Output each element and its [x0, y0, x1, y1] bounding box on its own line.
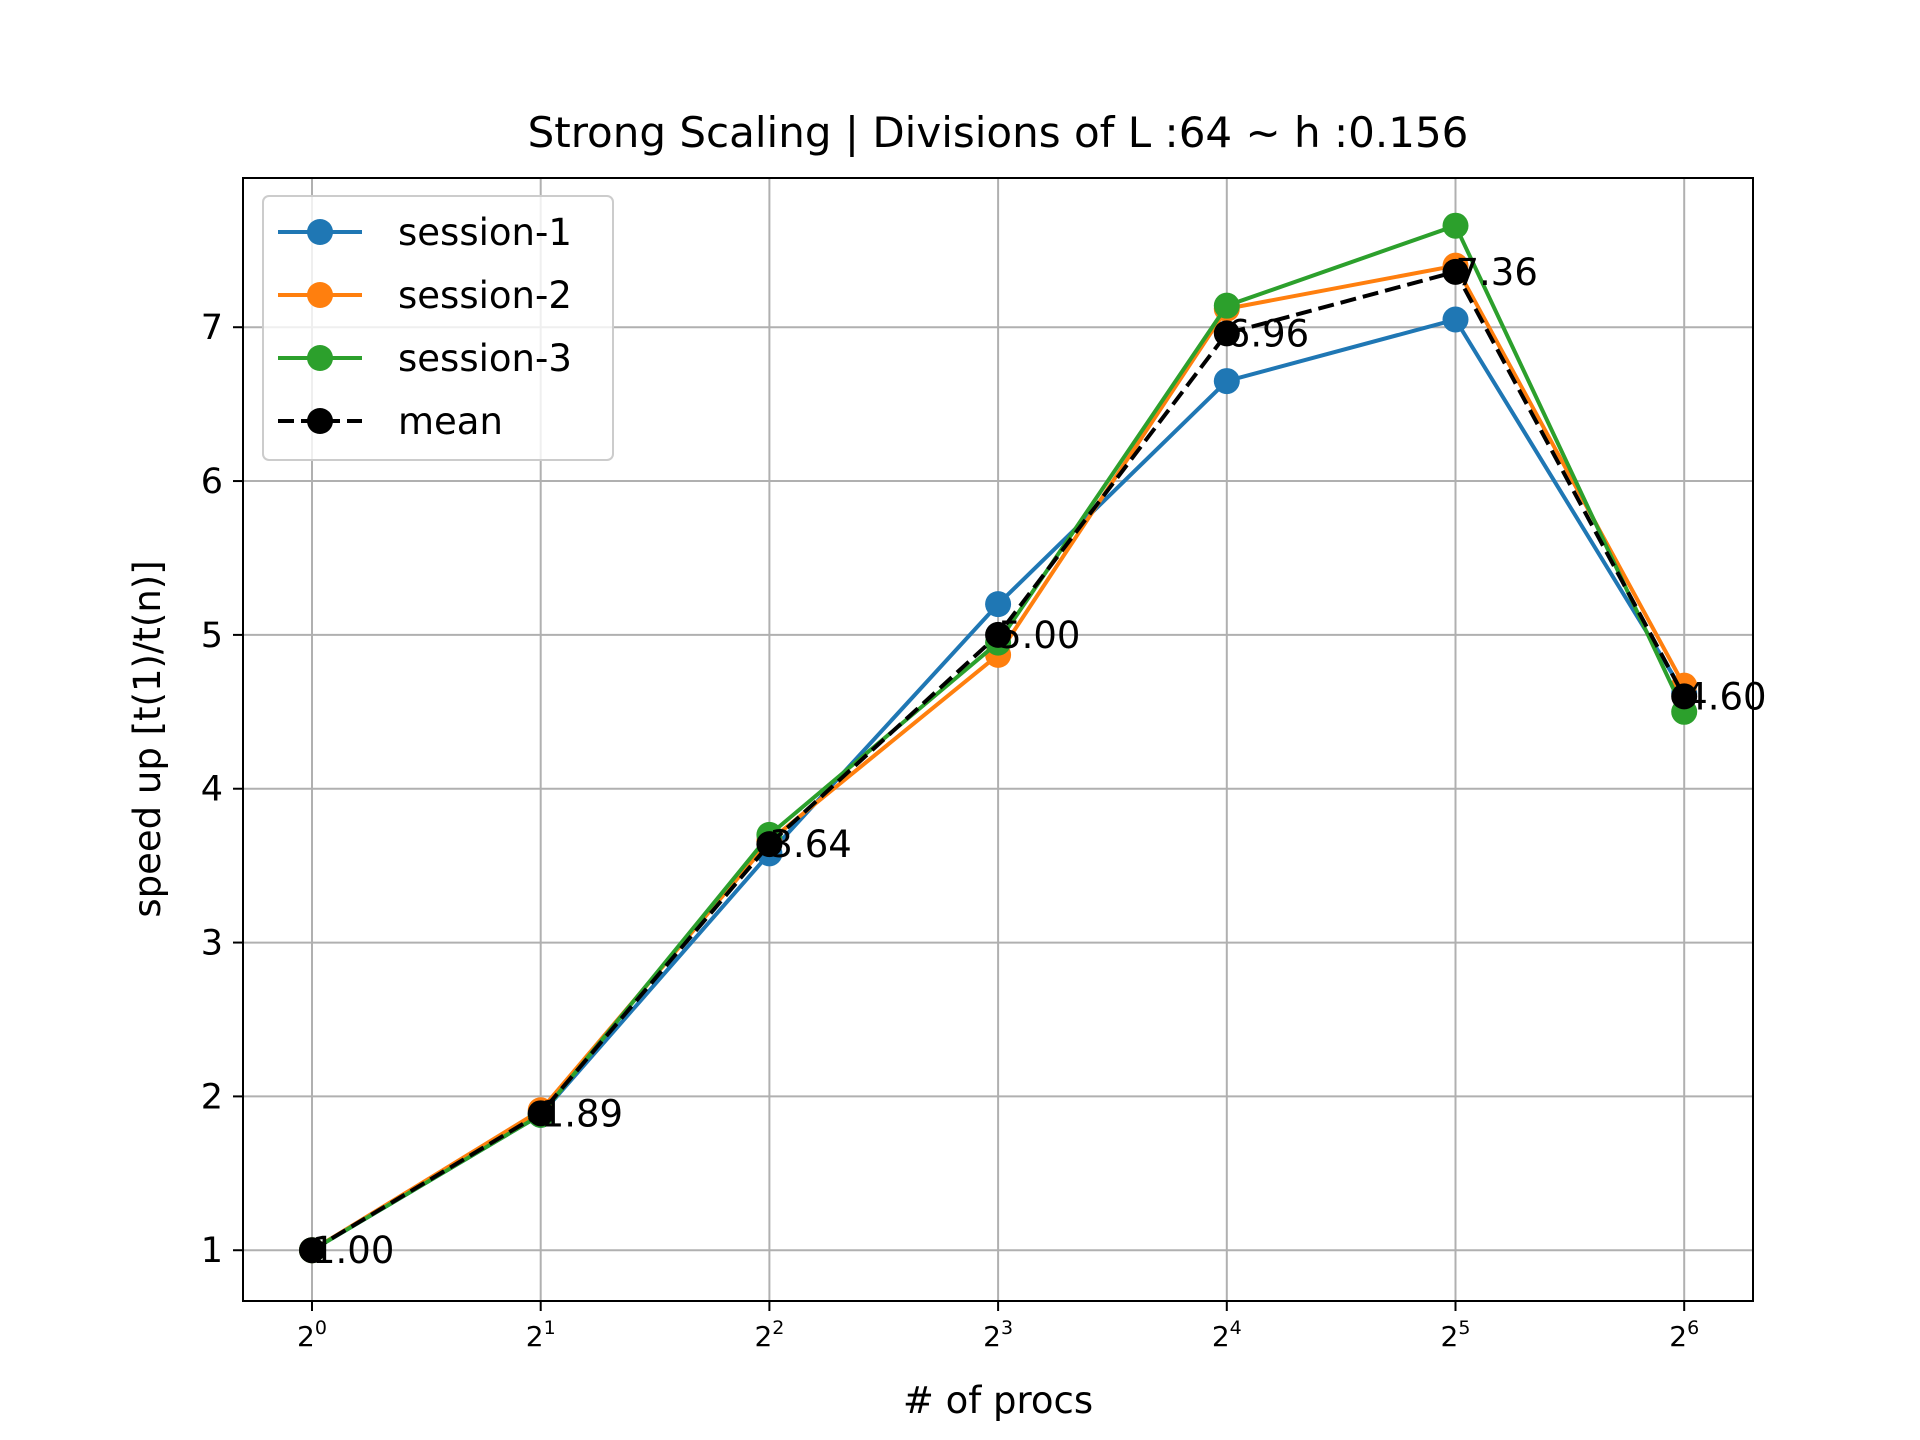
- y-tick-label: 5: [201, 616, 223, 656]
- data-label: 4.60: [1684, 675, 1766, 718]
- y-tick-label: 1: [201, 1231, 223, 1271]
- x-tick-label: 21: [526, 1317, 556, 1353]
- legend-swatch-marker: [307, 345, 333, 371]
- data-point-session-3: [1442, 212, 1469, 239]
- y-axis-label: speed up [t(1)/t(n)]: [126, 560, 169, 917]
- legend: session-1 session-2 session-3 mean: [262, 195, 614, 461]
- x-tick-label: 23: [983, 1317, 1013, 1353]
- y-tick-label: 2: [201, 1077, 223, 1117]
- data-label: 1.89: [541, 1092, 623, 1135]
- series-mean: [299, 258, 1698, 1264]
- legend-label: session-3: [398, 337, 572, 380]
- data-point-mean: [985, 621, 1012, 648]
- x-tick-label: 24: [1212, 1317, 1242, 1353]
- data-point-mean: [1671, 683, 1698, 710]
- y-tick-label: 3: [201, 924, 223, 964]
- legend-box: [262, 195, 614, 461]
- x-tick-label: 25: [1441, 1317, 1471, 1353]
- data-point-session-1: [1213, 368, 1240, 395]
- series-layer: [299, 212, 1698, 1264]
- data-label: 5.00: [998, 614, 1080, 657]
- data-point-mean: [1213, 320, 1240, 347]
- data-point-mean: [299, 1237, 325, 1264]
- data-label: 6.96: [1227, 312, 1309, 355]
- data-label: 7.36: [1456, 251, 1538, 294]
- legend-label: session-1: [398, 211, 572, 254]
- data-point-mean: [527, 1100, 554, 1127]
- chart-title: Strong Scaling | Divisions of L :64 ~ h …: [528, 108, 1469, 157]
- legend-swatch-marker: [307, 219, 333, 245]
- data-point-session-1: [985, 591, 1012, 618]
- legend-label: session-2: [398, 274, 572, 317]
- legend-swatch-marker: [307, 282, 333, 308]
- y-tick-label: 6: [201, 462, 223, 502]
- data-label: 1.00: [312, 1229, 394, 1272]
- legend-label: mean: [398, 400, 503, 443]
- y-tick-label: 4: [201, 770, 223, 810]
- x-tick-label: 20: [297, 1317, 327, 1353]
- x-tick-label: 26: [1669, 1317, 1699, 1353]
- data-point-session-1: [1442, 306, 1469, 333]
- data-point-session-3: [1213, 292, 1240, 319]
- legend-swatch-marker: [307, 408, 333, 434]
- data-label: 3.64: [769, 823, 851, 866]
- y-tick-label: 7: [201, 308, 223, 348]
- data-point-mean: [756, 831, 783, 858]
- x-axis-label: # of procs: [903, 1379, 1093, 1422]
- annotations: 1.00 1.89 3.64 5.00 6.96 7.36 4.60: [312, 251, 1767, 1272]
- x-tick-label: 22: [754, 1317, 784, 1353]
- data-point-mean: [1442, 258, 1469, 285]
